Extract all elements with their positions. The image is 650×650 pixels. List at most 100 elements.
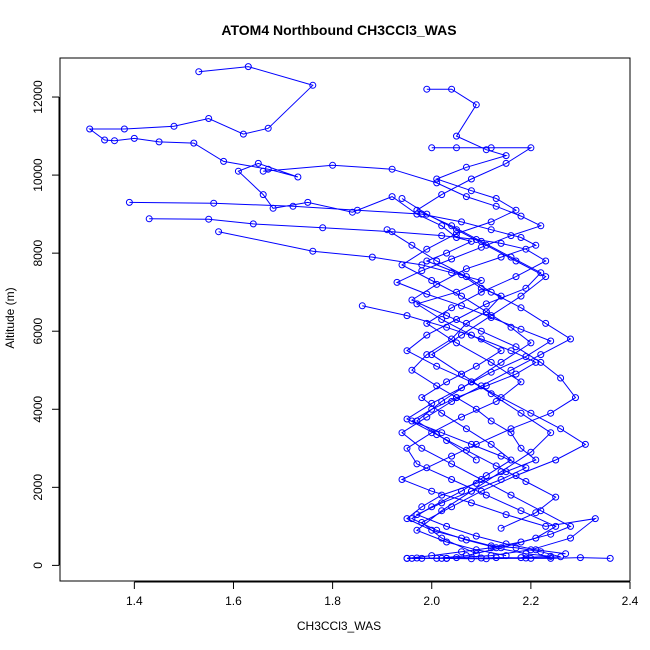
data-point xyxy=(502,511,510,519)
data-point xyxy=(329,161,337,169)
data-point xyxy=(552,456,560,464)
data-point xyxy=(487,312,495,320)
data-point xyxy=(368,253,376,261)
data-point xyxy=(527,554,535,562)
y-tick-label: 12000 xyxy=(31,80,45,114)
series-6 xyxy=(259,161,560,532)
data-point xyxy=(195,68,203,76)
data-point xyxy=(458,548,465,556)
series-line xyxy=(401,198,552,557)
data-point xyxy=(428,351,436,359)
series-line xyxy=(263,164,557,529)
data-point xyxy=(467,175,475,183)
data-point xyxy=(239,130,247,138)
data-point xyxy=(487,288,495,296)
data-point xyxy=(448,452,456,460)
data-point xyxy=(130,134,138,142)
data-point xyxy=(448,398,456,405)
data-point xyxy=(398,261,406,269)
data-point xyxy=(537,358,545,366)
data-point xyxy=(517,292,525,300)
data-point xyxy=(443,249,451,257)
data-point xyxy=(492,202,500,210)
data-point xyxy=(418,519,426,526)
data-point xyxy=(497,347,505,355)
data-point xyxy=(458,413,465,421)
series-9 xyxy=(398,195,555,560)
data-point xyxy=(309,247,317,255)
data-point xyxy=(467,499,475,507)
data-point xyxy=(487,358,495,366)
data-point xyxy=(532,241,540,249)
data-point xyxy=(487,440,495,448)
series-line xyxy=(401,88,532,461)
data-point xyxy=(507,491,515,499)
data-point xyxy=(507,429,515,437)
data-point xyxy=(413,460,421,468)
data-point xyxy=(487,390,495,398)
data-point xyxy=(448,269,456,277)
data-point xyxy=(244,63,252,71)
data-point xyxy=(482,241,490,249)
data-point xyxy=(453,132,460,140)
data-point xyxy=(453,144,460,152)
plot-frame xyxy=(59,57,631,582)
data-point xyxy=(507,347,515,355)
data-point xyxy=(418,394,426,402)
data-point xyxy=(205,115,213,122)
data-point xyxy=(120,125,128,133)
data-point xyxy=(512,257,520,265)
data-point xyxy=(443,323,451,331)
data-point xyxy=(462,446,470,454)
data-point xyxy=(101,136,109,144)
data-point xyxy=(398,429,406,437)
x-tick-label: 1.6 xyxy=(225,594,242,608)
data-point xyxy=(259,167,267,175)
data-point xyxy=(418,267,426,275)
data-point xyxy=(453,316,460,323)
series-line xyxy=(386,229,572,559)
data-point xyxy=(453,339,460,347)
data-point xyxy=(542,257,550,265)
data-point xyxy=(428,405,436,413)
data-point xyxy=(467,378,475,386)
data-point xyxy=(517,304,525,312)
data-point xyxy=(289,202,297,210)
data-point xyxy=(482,491,490,499)
data-point xyxy=(527,409,535,417)
x-tick-label: 1.4 xyxy=(126,594,143,608)
data-point xyxy=(428,526,436,534)
data-point xyxy=(537,351,545,359)
data-point xyxy=(462,163,470,171)
data-point xyxy=(522,464,530,472)
y-tick-label: 10000 xyxy=(31,158,45,192)
data-point xyxy=(487,226,495,234)
data-point xyxy=(581,440,589,448)
data-point xyxy=(512,544,520,552)
data-point xyxy=(547,530,555,538)
data-point xyxy=(462,273,470,281)
x-axis: 1.4 1.6 1.8 2.0 2.2 2.4 xyxy=(126,581,639,608)
data-point xyxy=(433,179,441,187)
data-point xyxy=(418,554,426,562)
data-point xyxy=(443,522,451,530)
data-point xyxy=(443,538,451,546)
data-point xyxy=(462,265,470,273)
data-point xyxy=(413,511,421,519)
series-8 xyxy=(383,226,574,562)
data-point xyxy=(552,493,560,501)
data-point xyxy=(567,534,574,542)
data-point xyxy=(264,124,272,132)
data-point xyxy=(234,167,242,175)
data-point xyxy=(438,232,446,240)
data-point xyxy=(319,224,327,232)
data-point xyxy=(522,245,530,253)
y-tick-label: 6000 xyxy=(31,318,45,345)
y-tick-label: 8000 xyxy=(31,239,45,266)
data-point xyxy=(408,296,416,304)
data-point xyxy=(443,378,451,386)
data-point xyxy=(458,292,465,300)
data-point xyxy=(458,487,465,495)
data-point xyxy=(522,284,530,292)
data-point xyxy=(547,409,555,417)
